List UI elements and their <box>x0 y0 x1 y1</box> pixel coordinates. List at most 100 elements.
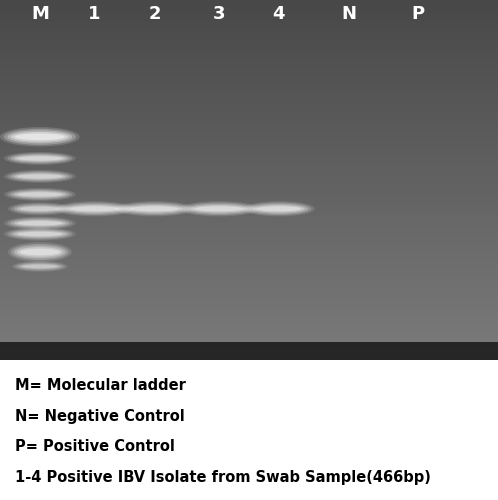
Bar <box>0 104 498 108</box>
Ellipse shape <box>12 261 68 272</box>
Ellipse shape <box>194 206 244 212</box>
Bar <box>0 306 498 310</box>
Bar <box>0 202 498 205</box>
Bar <box>0 119 498 122</box>
Bar <box>0 234 498 237</box>
Bar <box>0 198 498 202</box>
Bar <box>0 274 498 277</box>
Bar <box>0 299 498 302</box>
Bar <box>0 32 498 36</box>
Bar <box>0 11 498 15</box>
Ellipse shape <box>11 154 69 162</box>
Ellipse shape <box>7 228 72 239</box>
Bar <box>0 43 498 47</box>
Bar <box>0 140 498 144</box>
Bar <box>0 173 498 176</box>
Bar <box>0 310 498 313</box>
Bar <box>0 50 498 54</box>
Ellipse shape <box>11 244 69 260</box>
Bar <box>0 22 498 25</box>
Bar <box>0 353 498 356</box>
Bar <box>0 342 498 345</box>
Bar <box>0 284 498 288</box>
Bar <box>0 328 498 331</box>
Ellipse shape <box>17 221 62 226</box>
Ellipse shape <box>17 232 62 236</box>
Bar <box>0 36 498 40</box>
Ellipse shape <box>14 191 66 198</box>
Bar <box>0 342 498 360</box>
Bar <box>0 40 498 43</box>
Bar <box>0 58 498 61</box>
Ellipse shape <box>4 170 76 183</box>
Text: 1: 1 <box>88 6 101 24</box>
Bar <box>0 108 498 112</box>
Ellipse shape <box>17 156 62 160</box>
Text: M: M <box>31 6 49 24</box>
Ellipse shape <box>179 201 259 216</box>
Bar <box>0 54 498 58</box>
Bar <box>0 338 498 342</box>
Ellipse shape <box>119 202 190 215</box>
Bar <box>0 0 498 4</box>
Ellipse shape <box>15 134 65 140</box>
Bar <box>0 259 498 263</box>
Ellipse shape <box>122 204 187 214</box>
Bar <box>0 263 498 266</box>
Bar <box>0 72 498 76</box>
Text: 3: 3 <box>213 6 226 24</box>
Bar <box>0 238 498 241</box>
Ellipse shape <box>20 249 60 255</box>
Bar <box>0 133 498 137</box>
Bar <box>0 18 498 22</box>
Text: N= Negative Control: N= Negative Control <box>15 408 185 424</box>
Ellipse shape <box>4 152 76 165</box>
Bar <box>0 151 498 155</box>
Ellipse shape <box>243 201 315 216</box>
Bar <box>0 331 498 335</box>
Bar <box>0 122 498 126</box>
Ellipse shape <box>59 202 130 215</box>
Text: P: P <box>412 6 425 24</box>
Bar <box>0 126 498 130</box>
Bar <box>0 25 498 29</box>
Ellipse shape <box>17 206 63 212</box>
Ellipse shape <box>115 201 194 216</box>
Text: N: N <box>341 6 356 24</box>
Bar <box>0 266 498 270</box>
Ellipse shape <box>14 220 66 226</box>
Ellipse shape <box>125 205 183 212</box>
Ellipse shape <box>250 204 308 214</box>
Ellipse shape <box>11 230 69 238</box>
Ellipse shape <box>7 171 72 182</box>
Bar <box>0 169 498 173</box>
Bar <box>0 184 498 187</box>
Ellipse shape <box>253 205 305 212</box>
Ellipse shape <box>11 172 69 180</box>
Ellipse shape <box>11 204 69 214</box>
Bar <box>0 61 498 65</box>
Ellipse shape <box>11 190 69 198</box>
Ellipse shape <box>187 204 251 214</box>
Ellipse shape <box>20 264 60 269</box>
Ellipse shape <box>17 247 63 257</box>
Bar <box>0 270 498 274</box>
Bar <box>0 216 498 220</box>
Ellipse shape <box>14 173 66 180</box>
Bar <box>0 148 498 151</box>
Bar <box>0 230 498 234</box>
Bar <box>0 209 498 212</box>
Bar <box>0 252 498 256</box>
Bar <box>0 256 498 259</box>
Bar <box>0 248 498 252</box>
Bar <box>0 356 498 360</box>
Ellipse shape <box>14 204 66 213</box>
Ellipse shape <box>17 174 62 178</box>
Text: M= Molecular ladder: M= Molecular ladder <box>15 378 186 392</box>
Bar <box>0 79 498 83</box>
Bar <box>0 212 498 216</box>
Bar <box>0 187 498 191</box>
Bar <box>0 97 498 101</box>
Ellipse shape <box>62 204 127 214</box>
Bar <box>0 130 498 133</box>
